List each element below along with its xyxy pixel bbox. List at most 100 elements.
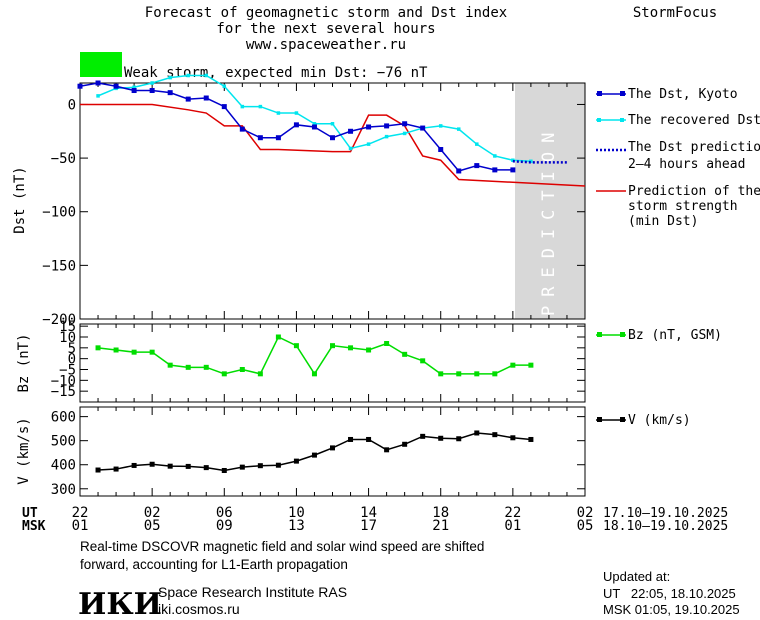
storm-strength-line — [80, 103, 586, 187]
bz-point — [185, 364, 191, 370]
dst-recovered-point — [258, 104, 263, 109]
bz-point — [293, 343, 299, 349]
dst-recovered-point — [438, 124, 443, 128]
v-ytick-label: 400 — [51, 458, 76, 474]
v-panel-frame — [79, 406, 586, 497]
dst-recovered-point — [529, 159, 533, 164]
institute-site[interactable]: iki.cosmos.ru — [158, 601, 240, 617]
v-point — [293, 458, 299, 464]
legend: The Dst, Kyoto The recovered Dst The Dst… — [596, 87, 760, 428]
bz-ytick-label: 15 — [59, 319, 76, 335]
dst-recovered-point — [493, 154, 497, 158]
v-point — [384, 447, 390, 453]
legend-item-dst-recovered: The recovered Dst — [596, 113, 760, 128]
dst-recovered-point — [312, 122, 317, 126]
institute-name: Space Research Institute RAS — [158, 584, 347, 600]
ut-tick-label: 22 — [72, 505, 89, 521]
dst-kyoto-point — [239, 126, 245, 132]
v-ytick-label: 600 — [51, 410, 76, 426]
v-point — [131, 462, 137, 468]
dst-kyoto-point — [510, 167, 516, 173]
storm-status-swatch — [80, 52, 122, 77]
dst-kyoto-point — [77, 83, 83, 89]
v-point — [366, 436, 372, 442]
bz-ytick-label: −10 — [51, 373, 76, 389]
dst-recovered-line — [97, 74, 531, 163]
dst-kyoto-point — [402, 121, 408, 127]
msk-tick-label: 01 — [504, 518, 521, 534]
msk-label: MSK — [22, 519, 46, 534]
dst-kyoto-point — [293, 122, 299, 128]
dst-recovered-point — [150, 81, 154, 85]
v-ytick-label: 300 — [51, 482, 76, 498]
dst-kyoto-point — [131, 88, 137, 94]
dst-recovered-point — [330, 122, 335, 126]
legend-item-dst-kyoto: The Dst, Kyoto — [596, 87, 738, 102]
dst-kyoto-point — [275, 135, 281, 141]
v-point — [95, 467, 101, 473]
ut-tick-label: 02 — [144, 505, 161, 521]
legend-v-label: V (km/s) — [628, 413, 691, 428]
v-point — [474, 430, 480, 436]
msk-tick-label: 09 — [216, 518, 233, 534]
v-point — [149, 461, 155, 467]
dst-recovered-point — [366, 142, 371, 146]
dst-panel-frame — [79, 82, 586, 320]
bz-ytick-label: 5 — [68, 341, 76, 357]
msk-tick-label: 17 — [360, 518, 377, 534]
legend-bz-label: Bz (nT, GSM) — [628, 328, 722, 343]
dst-kyoto-point — [366, 124, 372, 130]
dst-kyoto-point — [185, 96, 191, 102]
bz-point — [402, 351, 408, 357]
legend-item-storm-strength: Prediction of the storm strength (min Ds… — [596, 184, 760, 229]
dst-recovered-point — [96, 94, 100, 98]
v-point — [456, 436, 462, 442]
v-point — [203, 465, 209, 471]
bz-ytick-label: −5 — [59, 363, 76, 379]
dst-axis-label: Dst (nT) — [12, 166, 28, 233]
prediction-band-label: PREDICTION — [539, 124, 559, 316]
ut-label: UT — [22, 506, 38, 521]
bz-point — [95, 345, 101, 351]
v-point — [348, 436, 354, 442]
msk-tick-label: 05 — [144, 518, 161, 534]
updated-label: Updated at: — [603, 569, 670, 584]
bz-point — [348, 345, 354, 351]
bz-point — [311, 371, 317, 377]
dst-kyoto-point — [113, 83, 119, 89]
dst-ytick-label: 0 — [68, 97, 76, 113]
dst-recovered-point — [276, 111, 281, 115]
dst-kyoto-point — [311, 124, 317, 130]
ut-date-range: 17.10–19.10.2025 — [603, 506, 728, 521]
dst-recovered-point — [511, 158, 515, 162]
dst-recovered-point — [348, 146, 353, 151]
bz-point — [330, 343, 335, 349]
msk-tick-label: 01 — [72, 518, 89, 534]
dst-kyoto-point — [95, 80, 101, 86]
title-line-2: for the next several hours — [216, 21, 435, 37]
legend-dst-kyoto-label: The Dst, Kyoto — [628, 87, 738, 102]
bz-line — [97, 336, 531, 376]
bz-point — [221, 371, 227, 377]
bz-ytick-label: 0 — [68, 352, 76, 368]
bz-point — [528, 362, 534, 368]
v-point — [275, 462, 281, 468]
dst-recovered-point — [457, 127, 461, 131]
v-point — [185, 463, 191, 469]
ut-tick-label: 02 — [577, 505, 594, 521]
dst-recovered-point — [475, 142, 479, 146]
dst-recovered-point — [168, 75, 172, 80]
msk-tick-label: 13 — [288, 518, 305, 534]
website-link[interactable]: www.spaceweather.ru — [246, 37, 406, 53]
bz-point — [131, 349, 137, 355]
dst-recovered-point — [384, 134, 389, 139]
dst-kyoto-point — [203, 95, 209, 101]
dst-recovered-point — [204, 73, 208, 78]
v-ytick-label: 500 — [51, 434, 76, 450]
legend-strength-line-2: storm strength — [628, 199, 738, 214]
ut-tick-label: 22 — [504, 505, 521, 521]
dst-kyoto-point — [384, 123, 390, 129]
bz-point — [203, 364, 209, 370]
